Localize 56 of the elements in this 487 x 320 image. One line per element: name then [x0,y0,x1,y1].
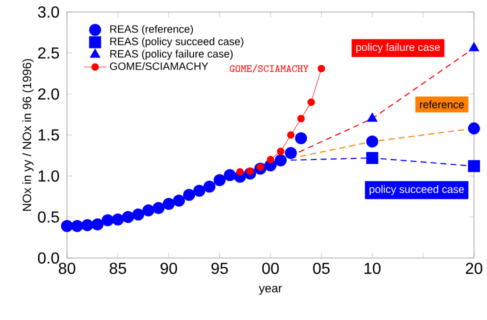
point [366,136,378,148]
legend-label: GOME/SCIAMACHY [110,62,208,70]
x-tick-label: 90 [160,262,178,274]
point [276,148,284,156]
x-tick-label: 20 [466,262,482,274]
point [224,169,236,182]
point [162,198,175,210]
point [102,214,114,226]
y-tick-label: 1.0 [38,170,60,182]
y-tick-label: 0.5 [38,211,59,223]
legend-label: REAS (policy succeed case) [110,37,244,48]
point [236,168,244,176]
point [274,154,287,166]
point [367,112,378,122]
point [81,219,94,232]
x-tick-label: 85 [110,262,126,274]
legend-label: REAS (reference) [110,24,193,35]
point [318,64,326,72]
point [112,213,124,226]
point [203,180,216,193]
y-tick-label: 2.5 [38,47,59,59]
text: GOME/SCIAMACHY [230,64,308,73]
x-tick-label: 05 [313,262,330,274]
point [287,131,295,139]
point [71,220,84,232]
point [307,98,315,106]
x-tick-label: 00 [262,262,279,274]
point [297,114,305,122]
y-tick-label: 2.0 [38,88,60,100]
point [172,194,185,207]
point [132,208,144,221]
point [468,160,480,172]
legend-label: REAS (policy failure case) [110,50,233,60]
y-axis-title: NOx in yy / NOx in 96 (1996) [22,59,34,211]
point [193,184,206,197]
point [92,218,104,230]
series-label: policy succeed case [370,185,464,196]
point [266,156,274,164]
point [284,147,297,160]
x-axis-title: year [258,286,282,295]
series-label: policy failure case [356,43,440,54]
point [122,210,134,223]
y-tick-label: 3.0 [38,6,60,18]
y-tick-label: 1.5 [38,129,59,141]
point [142,204,154,216]
x-tick-label: 10 [364,262,381,274]
series-label: reference [420,100,464,108]
x-tick-label: 80 [58,262,76,274]
point [295,132,308,144]
point [366,152,378,164]
point [214,174,226,186]
y-tick-label: 0.0 [38,252,60,264]
point [152,202,165,214]
x-tick-label: 95 [211,262,228,274]
point [183,188,196,201]
point [61,220,74,232]
